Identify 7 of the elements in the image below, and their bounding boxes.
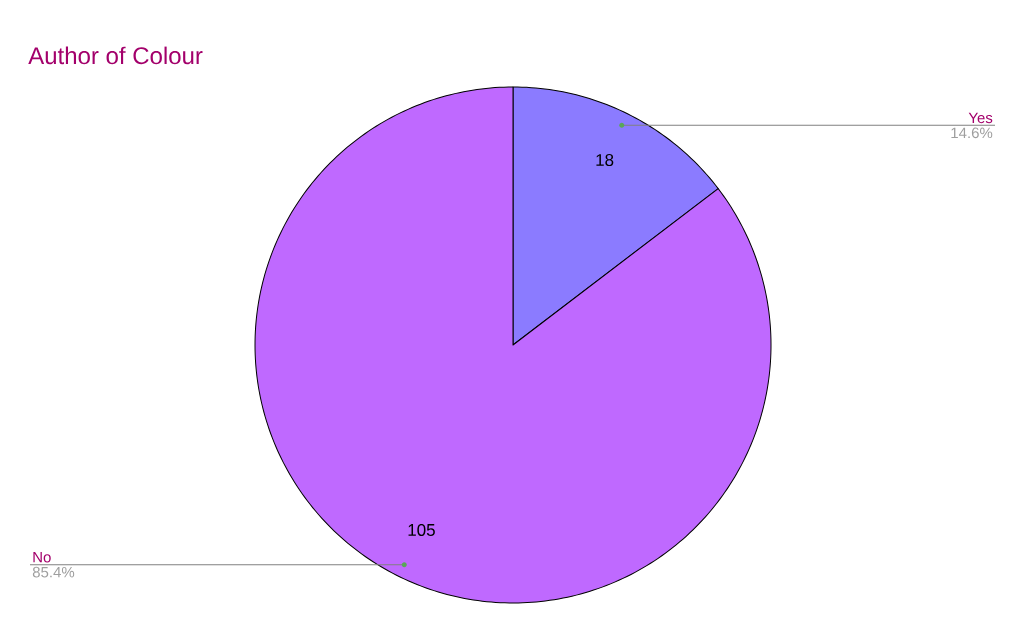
data-label: 18 [596, 154, 614, 167]
slice-label: No [33, 551, 51, 563]
text: 14.6% [951, 127, 993, 139]
data-label: 105 [408, 523, 435, 536]
chart-title: Author of Colour [28, 46, 203, 65]
slice-label: Yes [968, 112, 993, 124]
text: 85.4% [32, 566, 75, 578]
